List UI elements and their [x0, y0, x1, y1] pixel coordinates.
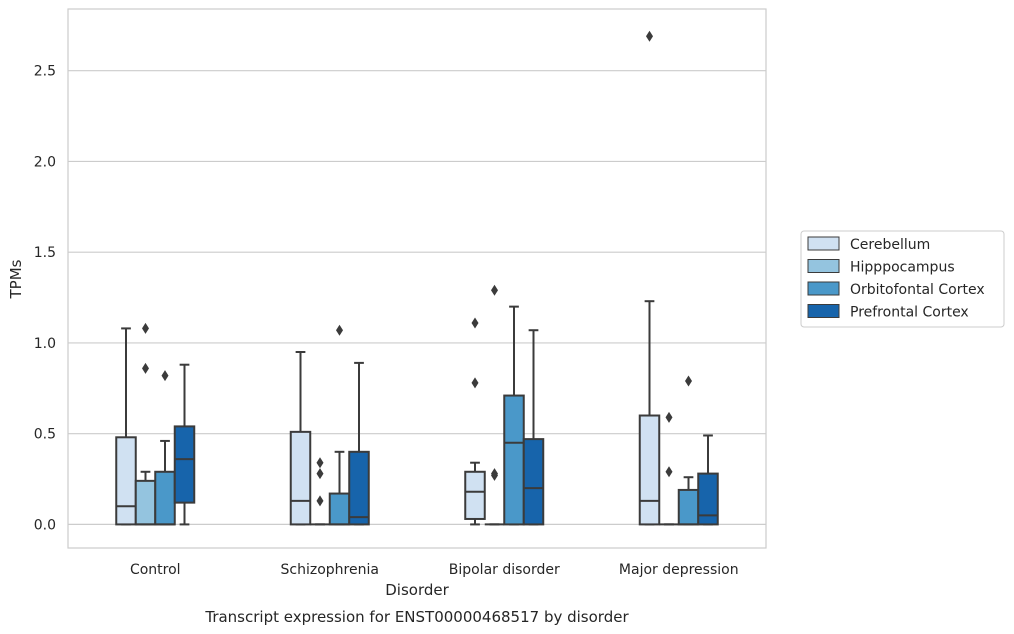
- box-group: [328, 324, 351, 526]
- x-tick-label: Control: [130, 562, 181, 578]
- box-group: [115, 327, 137, 526]
- y-tick-label: 2.0: [34, 154, 56, 170]
- y-axis-title: TPMs: [7, 259, 25, 299]
- grid-lines: [68, 70, 766, 526]
- legend-label: Cerebellum: [850, 237, 930, 253]
- y-tick-label: 0.0: [34, 517, 56, 533]
- box-group: [154, 370, 176, 526]
- y-tick-labels: 0.0 0.5 1.0 1.5 2.0 2.5: [34, 64, 56, 534]
- outlier-point: [142, 362, 149, 374]
- x-axis-title: Disorder: [385, 581, 449, 599]
- x-tick-label: Major depression: [619, 562, 739, 578]
- box: [115, 436, 137, 526]
- plot-frame: [67, 8, 767, 549]
- box-group: [134, 322, 157, 526]
- box: [503, 394, 525, 526]
- y-tick-label: 1.0: [34, 336, 56, 352]
- outlier-point: [471, 317, 479, 329]
- outlier-point: [316, 495, 324, 507]
- box: [677, 488, 700, 526]
- box-plots: [115, 30, 719, 526]
- box: [173, 425, 196, 504]
- outlier-point: [161, 370, 169, 382]
- box: [348, 450, 370, 526]
- box: [289, 430, 312, 526]
- box-group: [173, 363, 196, 526]
- outlier-point: [646, 30, 653, 42]
- y-tick-label: 1.5: [34, 245, 56, 261]
- outlier-point: [665, 411, 673, 423]
- legend-swatch: [807, 304, 840, 318]
- outlier-point: [336, 324, 343, 336]
- legend-frame: [800, 230, 1005, 328]
- outlier-point: [471, 377, 479, 389]
- legend: Cerebellum Hipppocampus Orbitofontal Corte…: [800, 230, 1005, 328]
- box: [522, 438, 545, 526]
- legend-swatch: [807, 259, 840, 273]
- legend-label: Prefrontal Cortex: [850, 305, 969, 321]
- outlier-point: [142, 322, 149, 334]
- box-group: [484, 284, 505, 526]
- outlier-point: [316, 468, 324, 480]
- x-tick-label: Schizophrenia: [281, 562, 379, 578]
- box: [328, 492, 351, 526]
- legend-swatch: [807, 236, 840, 251]
- x-tick-label: Bipolar disorder: [449, 562, 560, 578]
- y-tick-label: 0.5: [34, 427, 56, 443]
- box-group: [522, 329, 545, 526]
- box-group: [677, 375, 700, 526]
- box: [697, 472, 719, 526]
- legend-label: Hipppocampus: [850, 260, 955, 276]
- x-tick-labels: Control Schizophrenia Bipolar disorder Majo…: [130, 562, 739, 578]
- box-group: [638, 30, 661, 526]
- box-group: [464, 317, 486, 526]
- outlier-point: [685, 375, 692, 387]
- box-group: [310, 457, 330, 526]
- y-tick-label: 2.5: [34, 64, 56, 80]
- legend-label: Orbitofontal Cortex: [850, 282, 985, 298]
- box: [464, 470, 486, 520]
- box-group: [503, 305, 525, 526]
- box: [154, 470, 176, 526]
- legend-swatch: [807, 281, 840, 296]
- outlier-point: [491, 284, 498, 296]
- box: [134, 479, 157, 526]
- box-group: [697, 434, 719, 526]
- outlier-point: [665, 466, 673, 478]
- box-group: [348, 361, 370, 526]
- box-group: [289, 351, 312, 526]
- legend-items: Cerebellum Hipppocampus Orbitofontal Corte…: [807, 236, 985, 321]
- outlier-point: [491, 468, 498, 480]
- box-group: [659, 411, 679, 526]
- outlier-point: [316, 457, 324, 469]
- chart-caption: Transcript expression for ENST0000046851…: [204, 608, 629, 626]
- box: [638, 414, 661, 526]
